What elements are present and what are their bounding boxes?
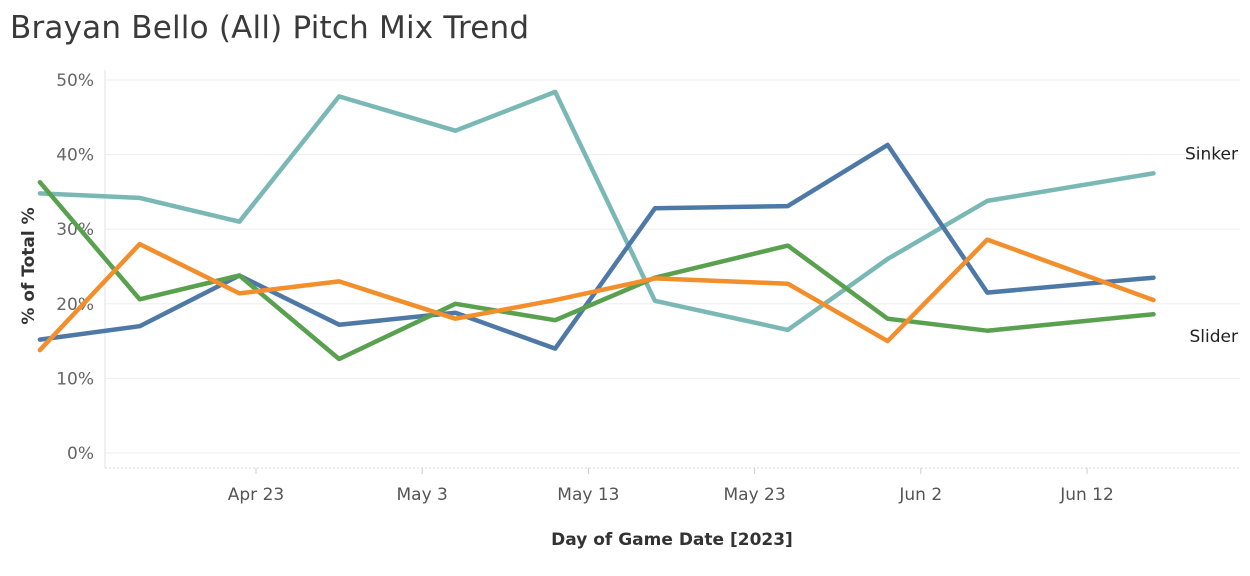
x-tick-label: Jun 2 [898, 485, 942, 505]
x-tick-label: May 23 [724, 485, 786, 505]
series-line-blue-series [37, 142, 1156, 351]
series-line-slider [37, 179, 1156, 362]
x-tick-label: May 13 [557, 485, 619, 505]
series-labels: Sinker Slider [1185, 144, 1238, 347]
chart-title: Brayan Bello (All) Pitch Mix Trend [10, 10, 530, 46]
x-tick-label: May 3 [397, 485, 448, 505]
x-axis-ticks: Apr 23 May 3 May 13 May 23 Jun 2 Jun 12 [228, 468, 1114, 505]
y-axis-title: % of Total % [19, 207, 39, 324]
y-tick-label: 40% [56, 146, 94, 166]
x-tick-label: Apr 23 [228, 485, 284, 505]
series-line-orange-series [37, 237, 1156, 353]
y-tick-label: 10% [56, 369, 94, 389]
x-tick-label: Jun 12 [1059, 485, 1114, 505]
series-line-sinker [37, 89, 1156, 333]
y-tick-label: 0% [67, 444, 94, 464]
series-label-sinker: Sinker [1185, 144, 1238, 164]
y-tick-label: 50% [56, 71, 94, 91]
series-label-slider: Slider [1190, 327, 1238, 347]
series-lines [37, 89, 1156, 362]
x-axis-title: Day of Game Date [2023] [551, 530, 793, 550]
y-axis-ticks: 0%10%20%30%40%50% [56, 71, 94, 464]
